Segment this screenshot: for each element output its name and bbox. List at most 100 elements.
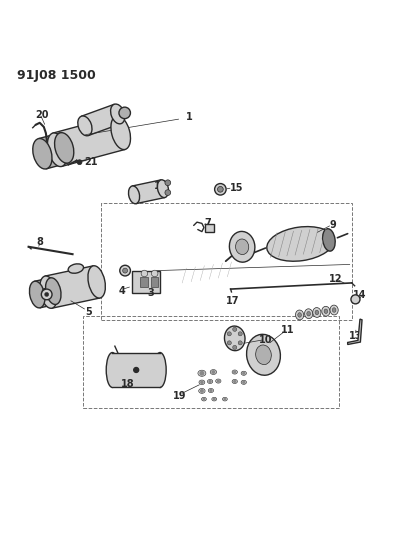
Circle shape xyxy=(351,295,360,304)
Ellipse shape xyxy=(47,133,67,167)
Circle shape xyxy=(208,380,212,383)
Circle shape xyxy=(213,398,216,401)
Circle shape xyxy=(199,371,204,376)
Polygon shape xyxy=(53,116,125,166)
Ellipse shape xyxy=(304,309,313,319)
Text: 13: 13 xyxy=(349,332,363,341)
Ellipse shape xyxy=(199,380,205,384)
Ellipse shape xyxy=(110,104,125,124)
Circle shape xyxy=(233,370,236,374)
Ellipse shape xyxy=(315,310,319,315)
Text: 11: 11 xyxy=(281,325,295,335)
Ellipse shape xyxy=(307,311,311,316)
Text: 8: 8 xyxy=(36,237,43,247)
Circle shape xyxy=(134,368,139,373)
Circle shape xyxy=(233,380,236,383)
Ellipse shape xyxy=(330,305,338,315)
Ellipse shape xyxy=(323,229,335,251)
Bar xyxy=(112,352,160,387)
Text: 3: 3 xyxy=(147,288,154,298)
Circle shape xyxy=(123,268,128,273)
Circle shape xyxy=(215,183,226,195)
Circle shape xyxy=(44,293,49,296)
Ellipse shape xyxy=(154,352,166,387)
Text: 18: 18 xyxy=(121,378,135,389)
Ellipse shape xyxy=(54,133,74,163)
Polygon shape xyxy=(348,319,362,344)
Polygon shape xyxy=(34,278,56,308)
Circle shape xyxy=(41,289,52,300)
Text: 17: 17 xyxy=(226,296,239,306)
Ellipse shape xyxy=(225,326,245,351)
Ellipse shape xyxy=(246,334,281,375)
Ellipse shape xyxy=(207,379,213,384)
Circle shape xyxy=(242,372,246,375)
Text: 4: 4 xyxy=(118,286,125,296)
Circle shape xyxy=(200,389,204,393)
Polygon shape xyxy=(82,104,121,135)
Ellipse shape xyxy=(332,308,336,312)
Text: 7: 7 xyxy=(205,219,211,228)
Circle shape xyxy=(223,398,226,401)
Polygon shape xyxy=(45,266,100,308)
Ellipse shape xyxy=(201,397,206,401)
Text: 91J08 1500: 91J08 1500 xyxy=(17,69,96,83)
Ellipse shape xyxy=(199,389,205,393)
Text: 14: 14 xyxy=(353,290,367,300)
Ellipse shape xyxy=(88,266,105,298)
Circle shape xyxy=(227,332,232,336)
Ellipse shape xyxy=(208,389,213,393)
Circle shape xyxy=(242,381,246,384)
Text: 1: 1 xyxy=(186,111,193,122)
Ellipse shape xyxy=(313,308,321,318)
Ellipse shape xyxy=(232,379,237,384)
Ellipse shape xyxy=(45,278,61,304)
Ellipse shape xyxy=(40,276,57,308)
Ellipse shape xyxy=(324,309,328,313)
Text: 10: 10 xyxy=(259,335,272,345)
Text: 21: 21 xyxy=(84,157,98,167)
Bar xyxy=(150,277,158,287)
Ellipse shape xyxy=(229,231,255,262)
Circle shape xyxy=(200,381,204,384)
Circle shape xyxy=(202,398,206,401)
Ellipse shape xyxy=(236,239,249,255)
Text: 2: 2 xyxy=(241,235,248,245)
Ellipse shape xyxy=(198,370,206,376)
Ellipse shape xyxy=(298,313,302,317)
Circle shape xyxy=(119,107,131,119)
Ellipse shape xyxy=(295,310,304,320)
Ellipse shape xyxy=(210,369,217,375)
Circle shape xyxy=(211,370,215,374)
Text: 12: 12 xyxy=(329,274,342,284)
Text: 20: 20 xyxy=(35,110,49,119)
Polygon shape xyxy=(132,180,165,204)
Ellipse shape xyxy=(111,116,131,150)
Ellipse shape xyxy=(212,397,217,401)
Circle shape xyxy=(218,187,223,192)
Circle shape xyxy=(77,160,82,165)
Ellipse shape xyxy=(322,306,330,316)
Text: 9: 9 xyxy=(330,221,337,230)
Ellipse shape xyxy=(267,227,334,261)
Ellipse shape xyxy=(222,397,227,401)
Circle shape xyxy=(141,270,147,277)
Ellipse shape xyxy=(215,379,221,383)
Circle shape xyxy=(227,341,232,345)
Ellipse shape xyxy=(68,264,84,273)
Ellipse shape xyxy=(78,116,92,136)
Ellipse shape xyxy=(241,371,246,375)
Ellipse shape xyxy=(255,345,272,365)
Circle shape xyxy=(217,379,220,383)
Ellipse shape xyxy=(129,186,140,204)
Text: 15: 15 xyxy=(230,183,243,193)
Text: 6: 6 xyxy=(40,288,47,298)
Ellipse shape xyxy=(106,352,119,387)
Ellipse shape xyxy=(241,380,246,384)
Circle shape xyxy=(233,345,237,350)
Circle shape xyxy=(233,327,237,332)
Text: 16: 16 xyxy=(154,181,168,191)
Circle shape xyxy=(165,190,171,196)
Text: 19: 19 xyxy=(173,391,186,401)
Text: 5: 5 xyxy=(86,306,92,317)
